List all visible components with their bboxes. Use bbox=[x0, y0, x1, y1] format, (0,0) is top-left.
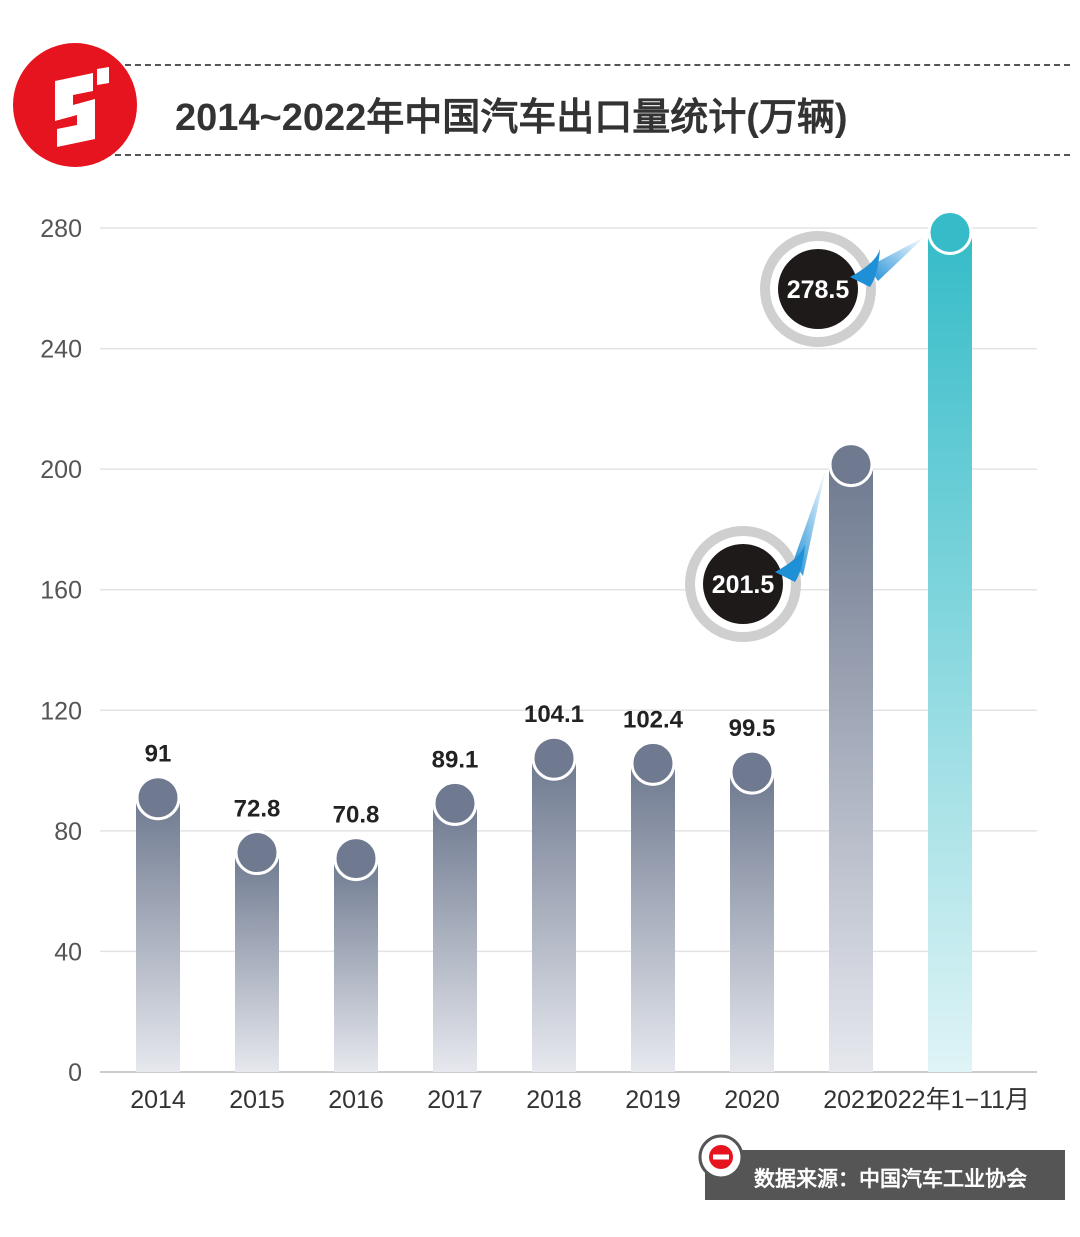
callout-value: 278.5 bbox=[787, 276, 850, 304]
bar-cap bbox=[729, 749, 775, 795]
bar-cap bbox=[927, 210, 973, 256]
x-tick-label: 2022年1−11月 bbox=[870, 1086, 1030, 1114]
source-banner bbox=[705, 1150, 1065, 1200]
bar bbox=[730, 772, 774, 1072]
y-tick-label: 200 bbox=[40, 456, 82, 484]
header-top-dashed-line bbox=[105, 64, 1070, 66]
source-badge-icon bbox=[698, 1134, 744, 1180]
bar-cap bbox=[234, 830, 280, 876]
callout-accent bbox=[775, 544, 805, 582]
chart-title: 2014~2022年中国汽车出口量统计(万辆) bbox=[175, 97, 848, 139]
x-tick-label: 2014 bbox=[130, 1086, 186, 1114]
y-tick-label: 120 bbox=[40, 697, 82, 725]
data-label: 91 bbox=[145, 741, 172, 768]
bar-cap bbox=[432, 780, 478, 826]
x-tick-label: 2018 bbox=[526, 1086, 582, 1114]
x-tick-label: 2019 bbox=[625, 1086, 681, 1114]
bar bbox=[928, 232, 972, 1072]
x-tick-label: 2020 bbox=[724, 1086, 780, 1114]
x-tick-label: 2016 bbox=[328, 1086, 384, 1114]
callout-pointer bbox=[793, 468, 826, 576]
source-text: 数据来源：中国汽车工业协会 bbox=[754, 1168, 1027, 1191]
callout-disc bbox=[778, 249, 858, 329]
brand-logo-icon bbox=[13, 43, 137, 167]
y-tick-label: 0 bbox=[68, 1059, 82, 1087]
bar bbox=[235, 852, 279, 1072]
bar-cap bbox=[828, 442, 874, 488]
callout: 201.5 bbox=[685, 468, 826, 642]
y-tick-label: 80 bbox=[54, 818, 82, 846]
callout-pointer bbox=[868, 236, 925, 281]
bar bbox=[433, 803, 477, 1072]
bar bbox=[532, 758, 576, 1072]
bar-cap bbox=[531, 735, 577, 781]
bar-cap bbox=[135, 775, 181, 821]
data-label: 89.1 bbox=[432, 746, 479, 773]
callout-value: 201.5 bbox=[712, 571, 775, 599]
data-label: 104.1 bbox=[524, 701, 584, 728]
y-tick-label: 280 bbox=[40, 215, 82, 243]
x-tick-label: 2021 bbox=[823, 1086, 879, 1114]
data-label: 102.4 bbox=[623, 706, 684, 733]
bar bbox=[829, 464, 873, 1072]
y-tick-label: 160 bbox=[40, 577, 82, 605]
bar-cap bbox=[333, 836, 379, 882]
data-label: 99.5 bbox=[729, 715, 776, 742]
x-tick-label: 2015 bbox=[229, 1086, 285, 1114]
bar bbox=[136, 797, 180, 1072]
callout: 278.5 bbox=[760, 231, 925, 347]
bar bbox=[631, 763, 675, 1072]
data-label: 70.8 bbox=[333, 802, 380, 829]
bar bbox=[334, 858, 378, 1072]
header-bottom-dashed-line bbox=[105, 154, 1070, 156]
y-tick-label: 240 bbox=[40, 336, 82, 364]
data-label: 72.8 bbox=[234, 796, 281, 823]
callout-disc bbox=[703, 544, 783, 624]
y-tick-label: 40 bbox=[54, 938, 82, 966]
x-tick-label: 2017 bbox=[427, 1086, 483, 1114]
bar-cap bbox=[630, 740, 676, 786]
callout-accent bbox=[850, 249, 880, 287]
